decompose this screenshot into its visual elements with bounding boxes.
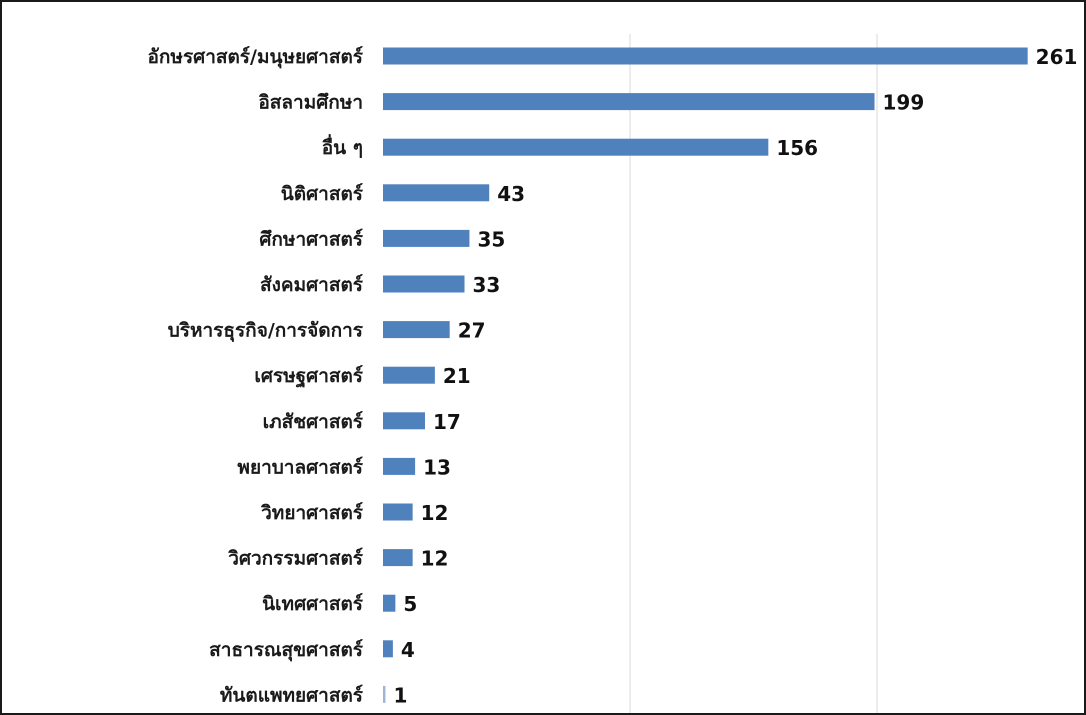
category-label: นิเทศศาสตร์ xyxy=(262,593,364,615)
bar xyxy=(383,275,465,293)
bar xyxy=(383,503,413,521)
category-label: อักษรศาสตร์/มนุษยศาสตร์ xyxy=(148,46,364,69)
data-label: 13 xyxy=(423,455,451,479)
data-label: 43 xyxy=(497,182,525,206)
data-label: 17 xyxy=(433,410,461,434)
category-label: สังคมศาสตร์ xyxy=(260,274,364,296)
data-label: 12 xyxy=(421,547,449,571)
bar xyxy=(383,412,425,430)
data-label: 199 xyxy=(883,91,925,115)
category-label: ศึกษาศาสตร์ xyxy=(259,228,363,250)
bar xyxy=(383,138,769,156)
category-label: อื่น ๆ xyxy=(322,134,363,159)
data-label: 1 xyxy=(393,683,407,707)
bar xyxy=(383,549,413,567)
data-label: 261 xyxy=(1036,45,1078,69)
bar xyxy=(383,366,435,384)
category-label: เศรษฐศาสตร์ xyxy=(254,365,363,389)
data-label: 5 xyxy=(403,592,417,616)
data-label: 27 xyxy=(458,319,486,343)
bar xyxy=(383,184,490,202)
bar xyxy=(383,594,396,612)
category-label: สาธารณสุขศาสตร์ xyxy=(209,639,364,662)
bar xyxy=(383,93,875,111)
category-label: วิทยาศาสตร์ xyxy=(261,502,364,524)
bar xyxy=(383,457,416,475)
category-label: วิศวกรรมศาสตร์ xyxy=(228,548,364,570)
category-label: บริหารธุรกิจ/การจัดการ xyxy=(168,320,364,343)
category-label: อิสลามศึกษา xyxy=(258,92,363,114)
data-label: 12 xyxy=(421,501,449,525)
category-label: เภสัชศาสตร์ xyxy=(263,411,364,433)
bar xyxy=(383,321,450,339)
data-label: 156 xyxy=(776,136,818,160)
data-label: 4 xyxy=(401,638,415,662)
data-label: 33 xyxy=(473,273,501,297)
category-label: นิติศาสตร์ xyxy=(281,183,364,205)
category-label: ทันตแพทยศาสตร์ xyxy=(220,684,364,706)
data-label: 35 xyxy=(477,227,505,251)
bar xyxy=(383,685,386,703)
bar xyxy=(383,640,393,658)
category-label: พยาบาลศาสตร์ xyxy=(237,456,363,478)
data-label: 21 xyxy=(443,364,471,388)
bar xyxy=(383,229,470,247)
bar xyxy=(383,47,1028,65)
